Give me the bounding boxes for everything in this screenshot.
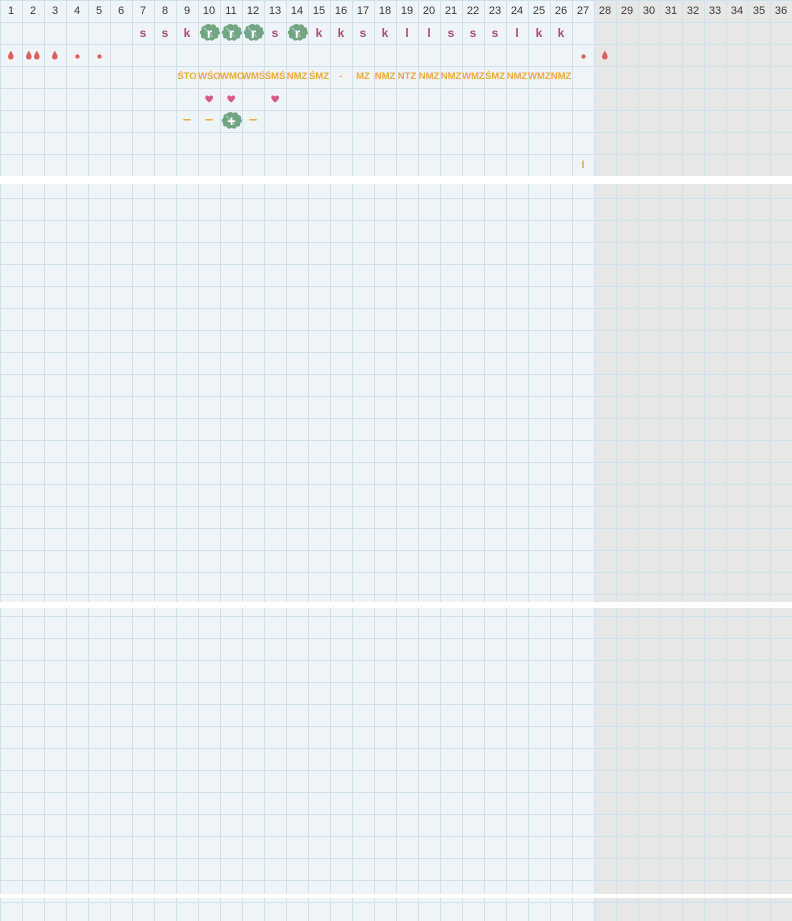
svg-text:+: + (227, 114, 236, 130)
svg-text:r: r (294, 26, 300, 41)
svg-text:r: r (228, 26, 234, 41)
svg-text:r: r (250, 26, 256, 41)
svg-text:r: r (206, 26, 212, 41)
